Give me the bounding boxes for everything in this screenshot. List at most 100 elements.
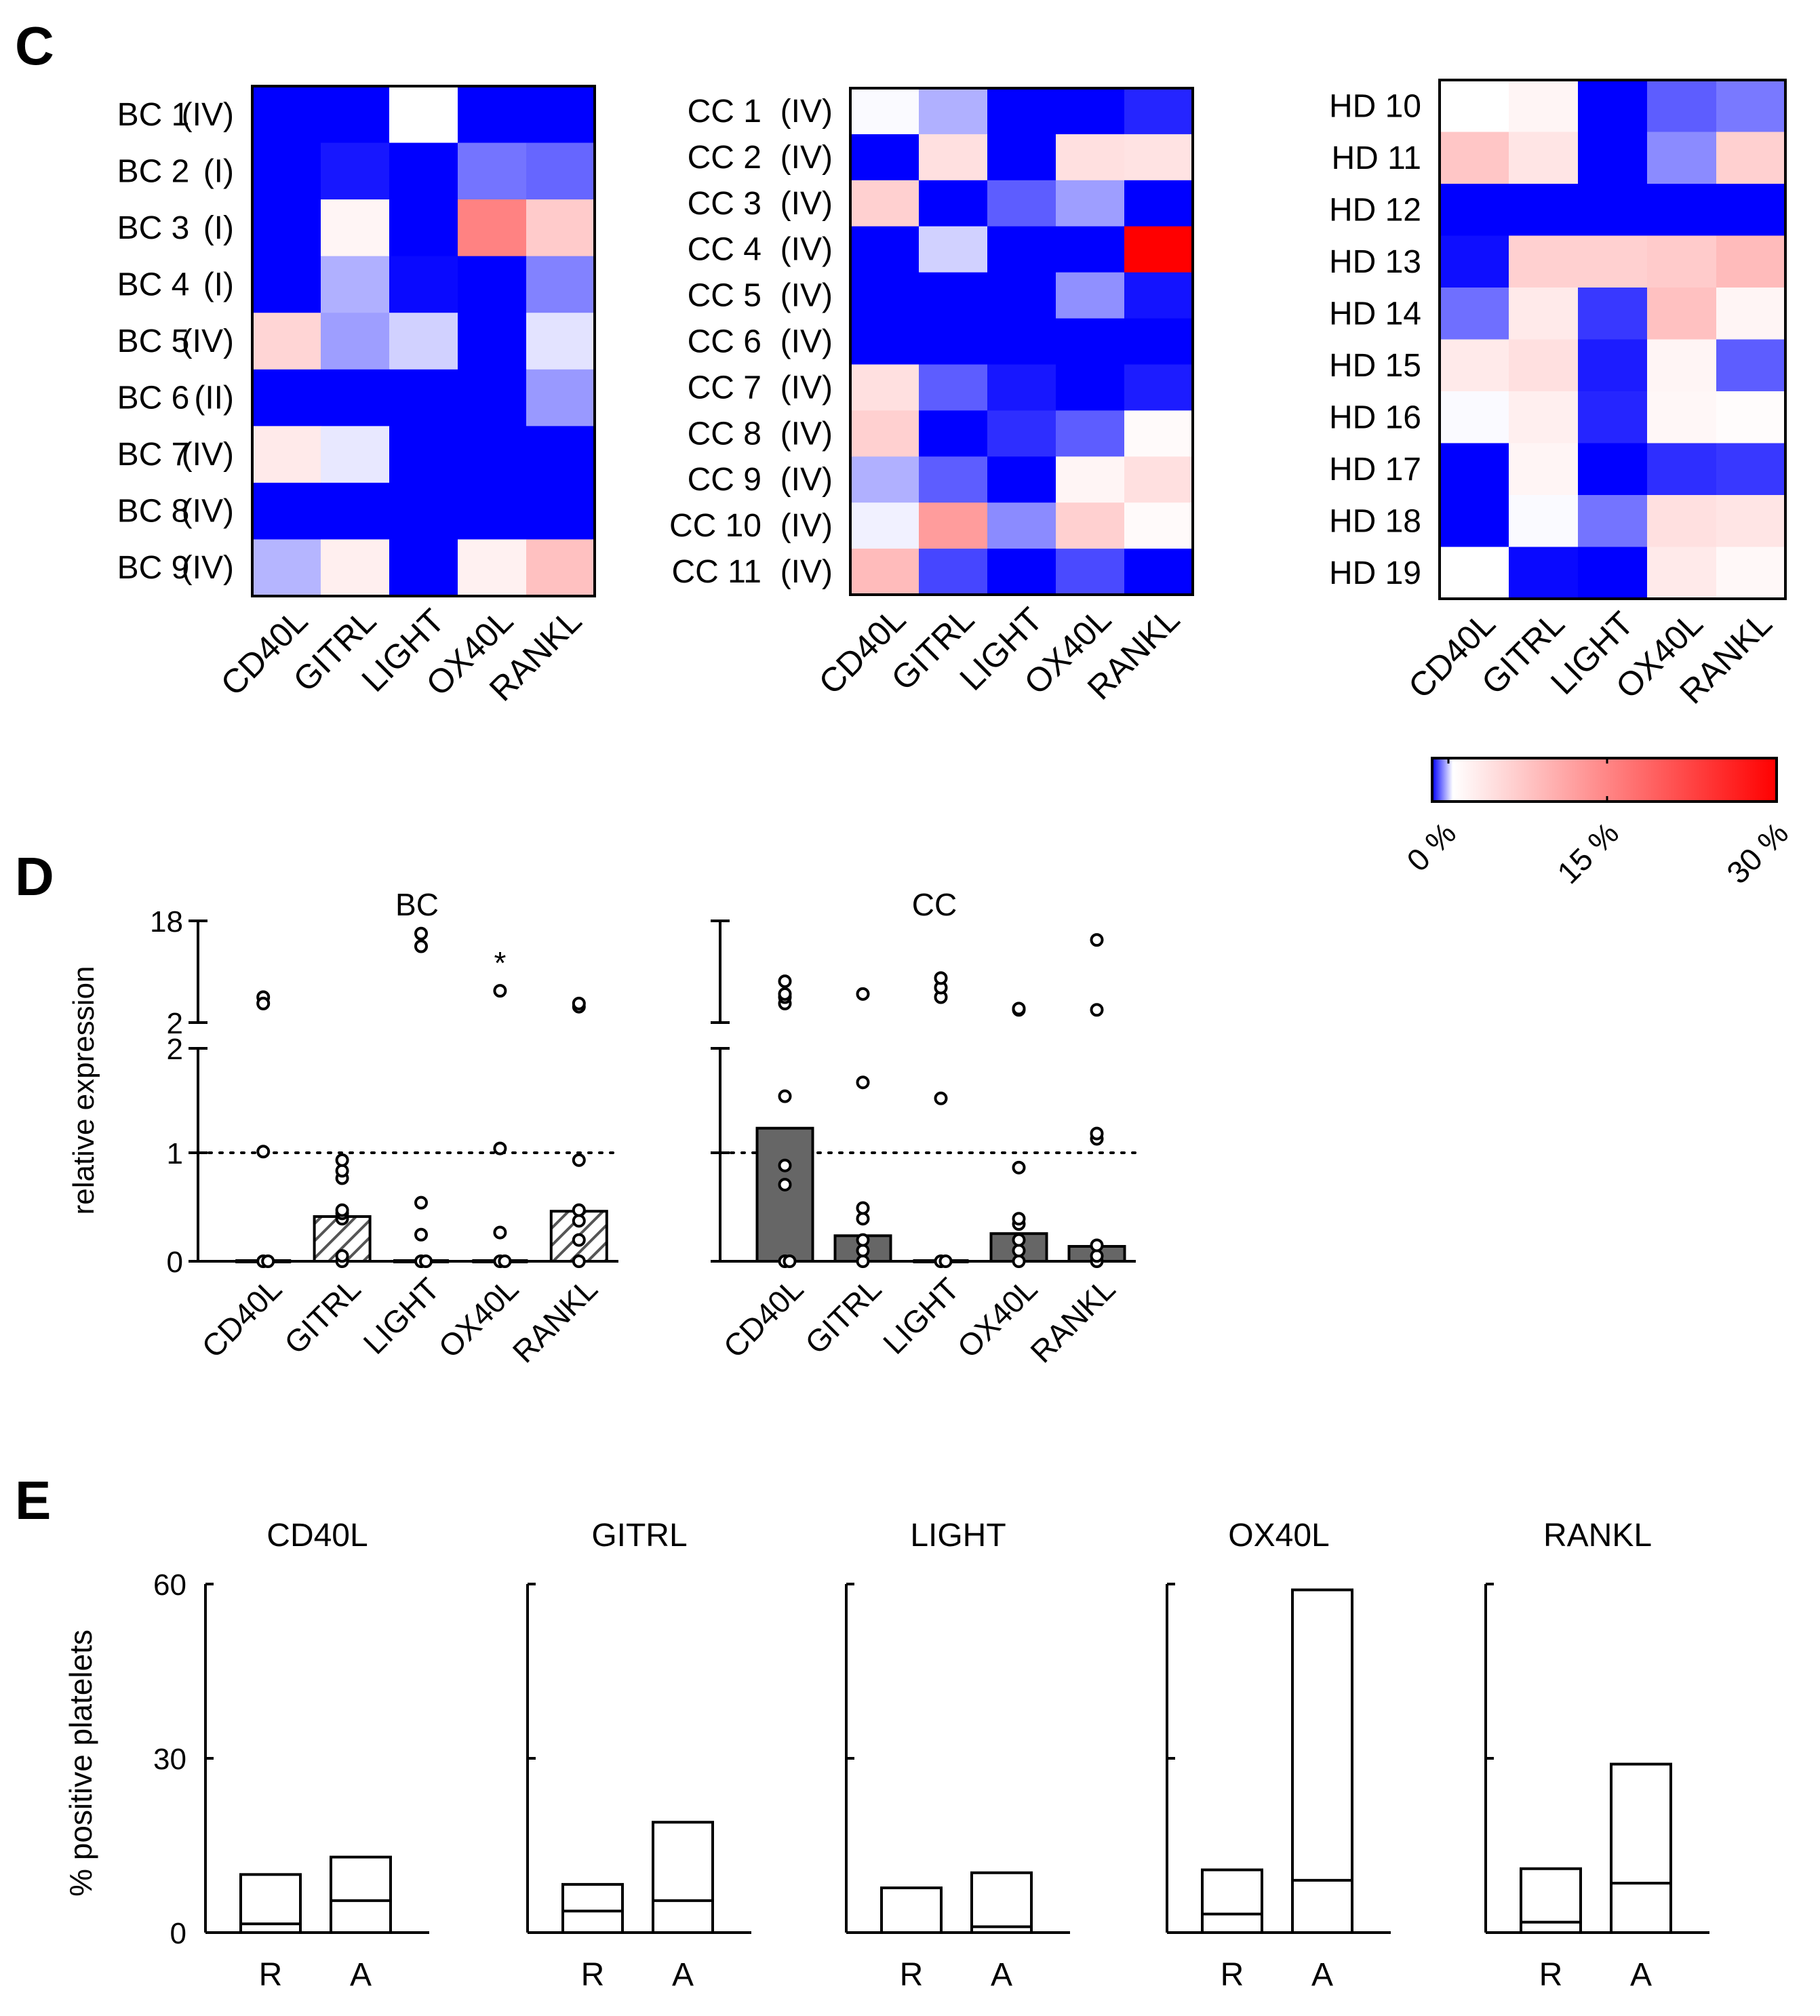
panel-label-d: D: [15, 846, 54, 907]
e-y-tick-label: 60: [153, 1568, 186, 1602]
heatmap-cell: [252, 426, 321, 483]
d-x-tick-label: CD40L: [195, 1271, 288, 1364]
e-subplot-title: RANKL: [1543, 1518, 1652, 1554]
heatmap-cell: [1124, 272, 1193, 319]
heatmap-cell: [1509, 339, 1579, 392]
d-data-point: [856, 1254, 870, 1268]
heatmap-cell: [458, 199, 527, 257]
e-subplot-title: OX40L: [1228, 1518, 1329, 1554]
heatmap-cell: [850, 272, 919, 319]
d-data-point: [934, 1091, 948, 1105]
d-x-tick-label: RANKL: [1023, 1271, 1122, 1369]
heatmap-row-name: CC 4: [688, 232, 761, 268]
heatmap-cell: [389, 256, 458, 313]
heatmap-row-name: BC 4: [117, 266, 190, 302]
heatmap-cell: [1440, 132, 1509, 184]
heatmap-cell: [1056, 549, 1125, 595]
colorbar-tick-label-15: 15 %: [1550, 815, 1625, 890]
d-data-point: [493, 1141, 507, 1155]
heatmap-cell: [458, 256, 527, 313]
heatmap-row-stage: (IV): [182, 437, 234, 473]
heatmap-cell: [850, 226, 919, 273]
d-x-tick-label: GITRL: [277, 1271, 368, 1361]
d-data-point: [335, 1153, 349, 1167]
heatmap-cell: [1440, 391, 1509, 444]
heatmap-row-name: HD 14: [1329, 296, 1421, 332]
heatmap-cell: [1440, 184, 1509, 237]
heatmap-cell: [458, 142, 527, 200]
heatmap-cell: [919, 456, 988, 503]
heatmap-cell: [850, 318, 919, 365]
heatmap-cell: [1578, 288, 1648, 340]
d-y-tick-label: 2: [167, 1033, 183, 1066]
heatmap-cell: [1716, 495, 1786, 548]
e-subplot-title: CD40L: [266, 1518, 368, 1554]
heatmap-cell: [526, 199, 595, 257]
heatmap-cell: [389, 539, 458, 597]
heatmap-cell: [1716, 80, 1786, 133]
heatmap-cell: [458, 482, 527, 540]
heatmap-cell: [389, 482, 458, 540]
heatmap-row-name: BC 7: [117, 437, 190, 473]
heatmap-cell: [321, 142, 390, 200]
heatmap-cell: [1056, 410, 1125, 457]
heatmap-cell: [321, 539, 390, 597]
e-x-tick-label: A: [1630, 1957, 1652, 1993]
platelet-panel: CD40L 0 30 60 R A GITRL R A LIGHT R A OX40L R A RANKL R A: [153, 1518, 1709, 1993]
heatmap-cell: [321, 369, 390, 427]
heatmap-cell: [1578, 80, 1648, 133]
d-data-point: [335, 1164, 349, 1178]
heatmap-col-label: CD40L: [214, 601, 315, 703]
heatmap-cell: [1440, 339, 1509, 392]
heatmap-row-stage: (IV): [182, 97, 234, 133]
heatmap-cell: [850, 549, 919, 595]
heatmap-row-name: HD 18: [1329, 503, 1421, 539]
heatmap-cell: [1440, 235, 1509, 288]
heatmap-cell: [1440, 80, 1509, 133]
d-ylabel: relative expression: [67, 966, 100, 1215]
d-data-point: [414, 1195, 428, 1210]
heatmap-row-name: HD 11: [1332, 140, 1422, 176]
e-x-tick-label: R: [1221, 1957, 1244, 1993]
heatmap-cell: [1440, 443, 1509, 496]
heatmap-cell: [1578, 391, 1648, 444]
heatmap-row-name: CC 3: [688, 186, 761, 222]
colorbar-gradient: [1431, 757, 1778, 803]
heatmap-cell: [389, 199, 458, 257]
heatmap-cell: [850, 502, 919, 549]
heatmap-row-stage: (IV): [780, 140, 833, 176]
e-bar-total: [970, 1871, 1033, 1935]
d-significance-mark: *: [494, 945, 506, 981]
d-data-point: [778, 974, 792, 989]
heatmap-row-stage: (IV): [780, 94, 833, 130]
heatmap-row-name: CC 6: [688, 324, 761, 360]
heatmap-cell: [526, 313, 595, 370]
d-data-point: [572, 1203, 586, 1217]
heatmap-cell: [1509, 288, 1579, 340]
heatmap-cell: [526, 86, 595, 144]
heatmap-cell: [1647, 132, 1717, 184]
heatmap-cell: [321, 256, 390, 313]
colorbar-tick-label-0: 0 %: [1400, 815, 1463, 878]
heatmap-row-name: BC 5: [117, 323, 190, 359]
heatmap-cell: [850, 180, 919, 227]
heatmap-cell: [919, 88, 988, 135]
heatmap-cell: [1056, 502, 1125, 549]
d-data-point: [934, 971, 948, 985]
heatmap-row-stage: (IV): [182, 550, 234, 586]
heatmap-row-stage: (I): [203, 153, 234, 189]
heatmap-cell: [1124, 180, 1193, 227]
heatmap-cell: [252, 369, 321, 427]
heatmap-cell: [987, 456, 1056, 503]
heatmap-frame: [251, 85, 596, 597]
heatmap-cell: [987, 502, 1056, 549]
heatmap-row-name: HD 17: [1329, 452, 1421, 488]
heatmap-cell: [1716, 339, 1786, 392]
heatmap-cell: [252, 142, 321, 200]
heatmap-cell: [1124, 226, 1193, 273]
heatmap-row-stage: (IV): [780, 324, 833, 360]
d-data-point: [1090, 1126, 1104, 1141]
d-x-tick-label: LIGHT: [357, 1271, 447, 1361]
heatmap-cell: [1124, 410, 1193, 457]
